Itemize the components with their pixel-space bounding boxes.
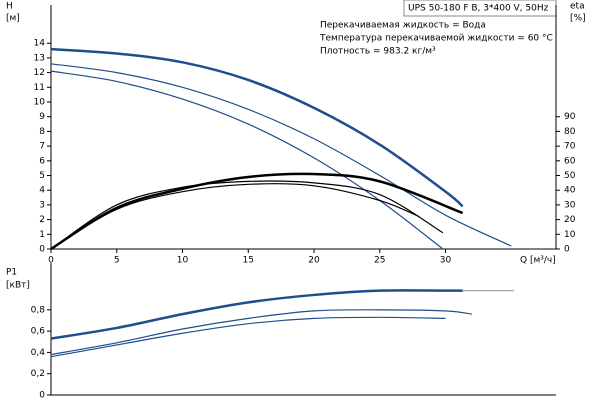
x-tick-label: 25	[374, 256, 385, 266]
x-tick-label: 15	[243, 256, 254, 266]
y2-tick-label: 40	[564, 186, 576, 196]
y-tick-label: 14	[34, 39, 46, 49]
y2-tick-label: 70	[564, 142, 576, 152]
y2-label: eta	[570, 2, 585, 12]
y-tick-label: 0	[39, 245, 45, 255]
y2-tick-label: 60	[564, 156, 576, 166]
y-tick-label: 0,6	[31, 327, 46, 337]
y2-tick-label: 0	[564, 245, 570, 255]
curve	[50, 47, 464, 208]
y-label: H	[6, 2, 13, 12]
curve	[50, 183, 420, 250]
annotation: Температура перекачиваемой жидкости = 60…	[319, 34, 553, 44]
y-tick-label: 2	[39, 215, 45, 225]
x-tick-label: 10	[177, 256, 189, 266]
y2-tick-label: 80	[564, 127, 576, 137]
y2-unit: [%]	[570, 14, 586, 24]
x-label: Q [м³/ч]	[520, 256, 556, 266]
y2-tick-label: 20	[564, 215, 576, 225]
curve	[50, 172, 464, 251]
y-tick-label: 1	[39, 230, 45, 240]
y-tick-label: 0,4	[31, 348, 46, 358]
annotation: Перекачиваемая жидкость = Вода	[320, 21, 486, 31]
y2-tick-label: 30	[564, 200, 576, 210]
x-tick-label: 30	[440, 256, 452, 266]
y-tick-label: 6	[39, 156, 45, 166]
y-tick-label: 3	[39, 200, 45, 210]
y-tick-label: 0	[39, 391, 45, 400]
x-tick-label: 20	[308, 256, 320, 266]
y-tick-label: 10	[34, 98, 46, 108]
y-tick-label: 12	[34, 68, 45, 78]
annotation: Плотность = 983.2 кг/м³	[320, 47, 436, 57]
curve	[50, 70, 444, 250]
y-tick-label: 11	[34, 83, 45, 93]
y2-tick-label: 90	[564, 112, 576, 122]
y2-tick-label: 10	[564, 230, 576, 240]
y-tick-label: 9	[39, 112, 45, 122]
y-tick-label: 0,2	[31, 369, 45, 379]
curve	[50, 309, 472, 356]
x-tick-label: 5	[114, 256, 120, 266]
y-tick-label: 7	[39, 142, 45, 152]
y-tick-label: 4	[39, 186, 45, 196]
curve	[50, 180, 444, 250]
y-tick-label: 13	[34, 53, 45, 63]
y-tick-label: 0,8	[31, 305, 46, 315]
curve	[50, 316, 446, 358]
y-label: P1	[6, 268, 17, 278]
y-tick-label: 5	[39, 171, 45, 181]
y2-tick-label: 50	[564, 171, 576, 181]
x-tick-label: 0	[48, 256, 54, 266]
curve	[50, 63, 512, 247]
y-unit: [м]	[6, 14, 20, 24]
y-unit: [кВт]	[6, 281, 30, 291]
y-tick-label: 8	[39, 127, 45, 137]
chart-title: UPS 50-180 F B, 3*400 V, 50Hz	[408, 4, 549, 14]
curve	[50, 289, 463, 340]
